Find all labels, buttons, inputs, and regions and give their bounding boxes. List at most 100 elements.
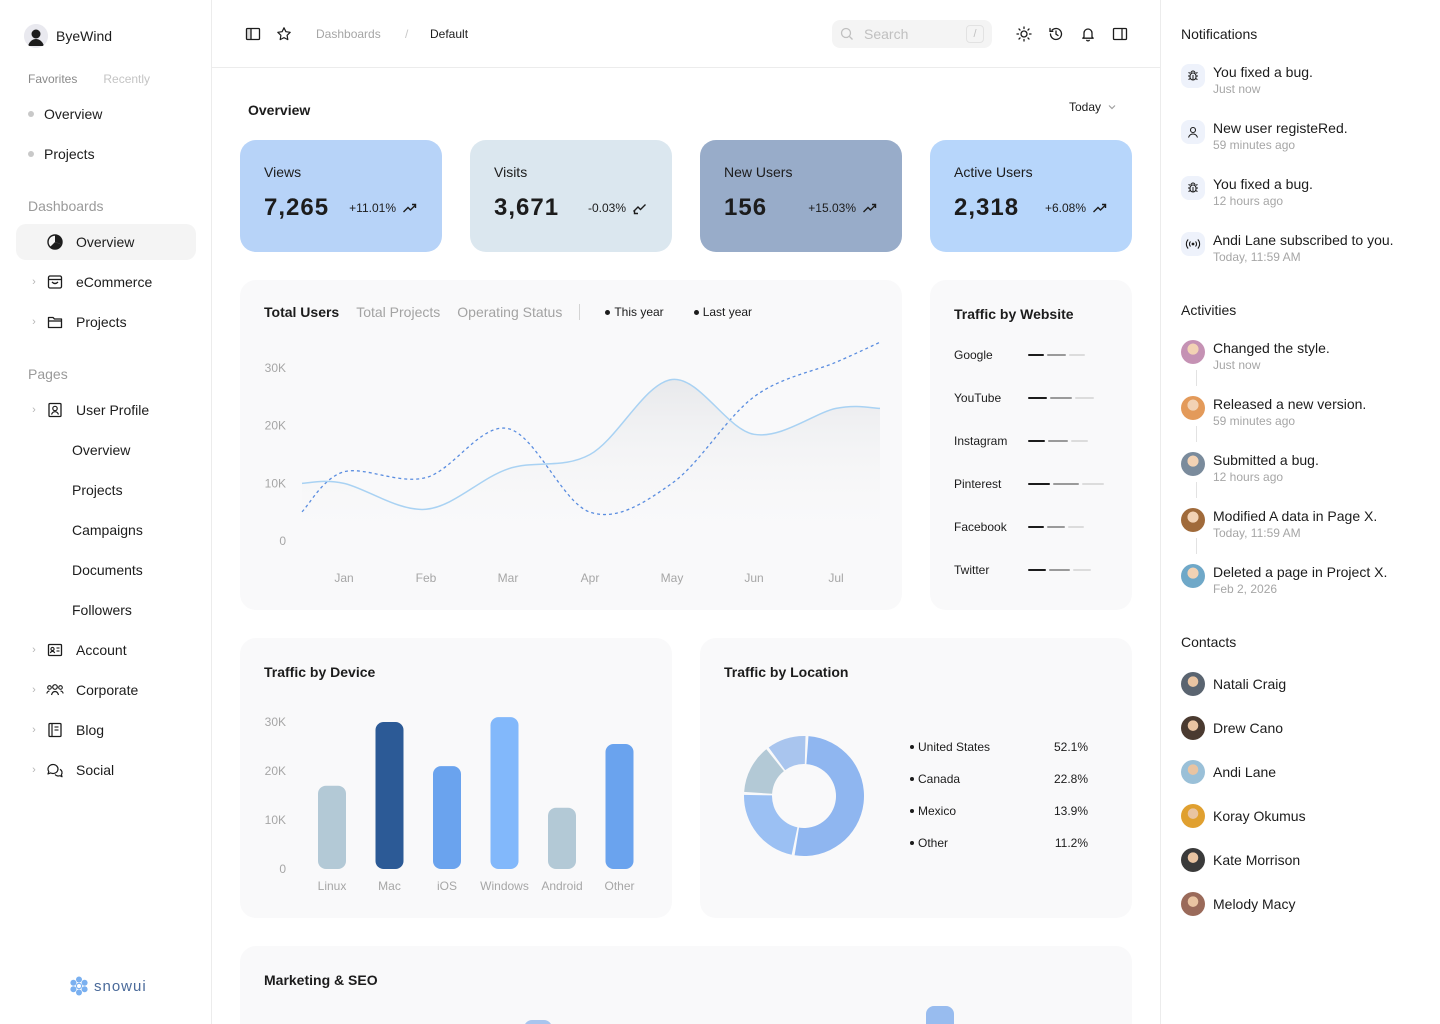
activity-text: Submitted a bug. — [1213, 452, 1319, 468]
activity-time: Today, 11:59 AM — [1213, 526, 1301, 540]
favorite-item-projects[interactable]: Projects — [28, 146, 95, 162]
sidebar-subitem-documents[interactable]: Documents — [72, 562, 143, 578]
x-tick-label: Other — [604, 879, 634, 893]
contact-item[interactable]: Kate Morrison — [1181, 848, 1300, 872]
chevron-right-icon: › — [32, 316, 36, 328]
tab-recently[interactable]: Recently — [103, 72, 151, 86]
tab-total-projects[interactable]: Total Projects — [356, 304, 441, 320]
tab-operating-status[interactable]: Operating Status — [457, 304, 563, 320]
bell-icon[interactable] — [1079, 25, 1097, 43]
sidebar-subitem-projects[interactable]: Projects — [72, 482, 123, 498]
sidebar-subitem-overview[interactable]: Overview — [72, 442, 131, 458]
sidebar-item-social[interactable]: › Social — [16, 752, 196, 788]
activity-time: Just now — [1213, 358, 1261, 372]
contact-item[interactable]: Koray Okumus — [1181, 804, 1306, 828]
avatar — [1181, 508, 1205, 532]
brand[interactable]: ByeWind — [24, 24, 112, 48]
page-title: Overview — [248, 102, 311, 118]
sidebar-item-blog[interactable]: › Blog — [16, 712, 196, 748]
location-row: Canada 22.8% — [910, 772, 1088, 786]
notification-time: 12 hours ago — [1213, 194, 1284, 208]
x-tick-label: Mar — [498, 571, 519, 585]
stat-card-new-users: New Users 156 +15.03% — [700, 140, 902, 252]
contact-item[interactable]: Melody Macy — [1181, 892, 1295, 916]
x-tick-label: iOS — [437, 879, 457, 893]
notification-item[interactable]: You fixed a bug. Just now — [1181, 64, 1313, 98]
website-level-bar — [1028, 526, 1084, 528]
sidebar-item-account[interactable]: › Account — [16, 632, 196, 668]
history-icon[interactable] — [1047, 25, 1065, 43]
contact-item[interactable]: Natali Craig — [1181, 672, 1286, 696]
range-dropdown[interactable]: Today — [1069, 100, 1117, 114]
activity-item[interactable]: Released a new version. 59 minutes ago — [1181, 396, 1366, 430]
stat-value: 156 — [724, 194, 768, 221]
activity-item[interactable]: Changed the style. Just now — [1181, 340, 1330, 374]
sidebar-item-user-profile[interactable]: › User Profile — [16, 392, 196, 428]
star-icon[interactable] — [275, 25, 293, 43]
bullet-icon — [910, 745, 914, 749]
contacts-title: Contacts — [1181, 634, 1237, 650]
location-name: United States — [918, 740, 991, 754]
sidebar-item-corporate[interactable]: › Corporate — [16, 672, 196, 708]
stat-change: -0.03% — [587, 201, 626, 215]
notification-time: 59 minutes ago — [1213, 138, 1296, 152]
avatar — [1181, 804, 1205, 828]
activity-item[interactable]: Modified A data in Page X. Today, 11:59 A… — [1181, 508, 1377, 542]
device-bar — [433, 766, 461, 869]
total-users-card: Total Users Total Projects Operating Sta… — [240, 280, 902, 610]
favorite-label: Overview — [44, 106, 103, 122]
search-placeholder: Search — [864, 26, 909, 42]
marketing-seo-card: Marketing & SEO — [240, 946, 1132, 1024]
sidebar-item-ecommerce[interactable]: › eCommerce — [16, 264, 196, 300]
avatar — [1181, 716, 1205, 740]
bullet-icon — [910, 809, 914, 813]
donut-chart — [744, 736, 864, 856]
y-tick-label: 0 — [279, 534, 286, 548]
trend-up-icon — [863, 203, 877, 213]
website-name: Facebook — [954, 520, 1007, 534]
favorite-label: Projects — [44, 146, 95, 162]
notification-item[interactable]: Andi Lane subscribed to you. Today, 11:59… — [1181, 232, 1394, 266]
sidebar-item-projects[interactable]: › Projects — [16, 304, 196, 340]
activity-item[interactable]: Submitted a bug. 12 hours ago — [1181, 452, 1319, 486]
contact-name: Drew Cano — [1213, 720, 1284, 736]
sidebar-toggle-icon[interactable] — [244, 25, 262, 43]
device-bar — [548, 807, 576, 869]
notification-text: You fixed a bug. — [1213, 176, 1313, 192]
contact-name: Kate Morrison — [1213, 852, 1301, 868]
notification-item[interactable]: You fixed a bug. 12 hours ago — [1181, 176, 1313, 210]
chevron-right-icon: › — [32, 404, 36, 416]
id-card-icon — [46, 641, 64, 659]
legend-label: Last year — [702, 305, 753, 319]
search-input[interactable]: Search / — [832, 20, 992, 48]
contact-item[interactable]: Drew Cano — [1181, 716, 1283, 740]
tab-total-users[interactable]: Total Users — [264, 304, 340, 320]
sidebar-subitem-followers[interactable]: Followers — [72, 602, 132, 618]
breadcrumb-dashboards[interactable]: Dashboards — [316, 27, 381, 41]
avatar — [1181, 340, 1205, 364]
location-name: Canada — [918, 772, 961, 786]
sidebar-subitem-campaigns[interactable]: Campaigns — [72, 522, 143, 538]
timeline-connector — [1196, 370, 1197, 386]
avatar — [1181, 396, 1205, 420]
notification-item[interactable]: New user registeRed. 59 minutes ago — [1181, 120, 1348, 154]
panel-toggle-icon[interactable] — [1111, 25, 1129, 43]
website-level-bar — [1028, 483, 1104, 485]
chevron-right-icon: › — [32, 684, 36, 696]
activity-item[interactable]: Deleted a page in Project X. Feb 2, 2026 — [1181, 564, 1387, 598]
tab-favorites[interactable]: Favorites — [28, 72, 78, 86]
sun-icon[interactable] — [1015, 25, 1033, 43]
sidebar-item-label: Corporate — [76, 682, 139, 698]
sidebar-item-overview[interactable]: Overview — [16, 224, 196, 260]
breadcrumb-separator: / — [405, 27, 409, 41]
x-tick-label: Windows — [480, 879, 529, 893]
contact-item[interactable]: Andi Lane — [1181, 760, 1276, 784]
sidebar-item-label: eCommerce — [76, 274, 153, 290]
trend-up-icon — [1093, 203, 1107, 213]
website-name: Pinterest — [954, 477, 1002, 491]
breadcrumb-default[interactable]: Default — [430, 27, 469, 41]
location-pct: 11.2% — [1054, 836, 1088, 850]
bullet-icon — [910, 777, 914, 781]
timeline-connector — [1196, 538, 1197, 554]
favorite-item-overview[interactable]: Overview — [28, 106, 102, 122]
